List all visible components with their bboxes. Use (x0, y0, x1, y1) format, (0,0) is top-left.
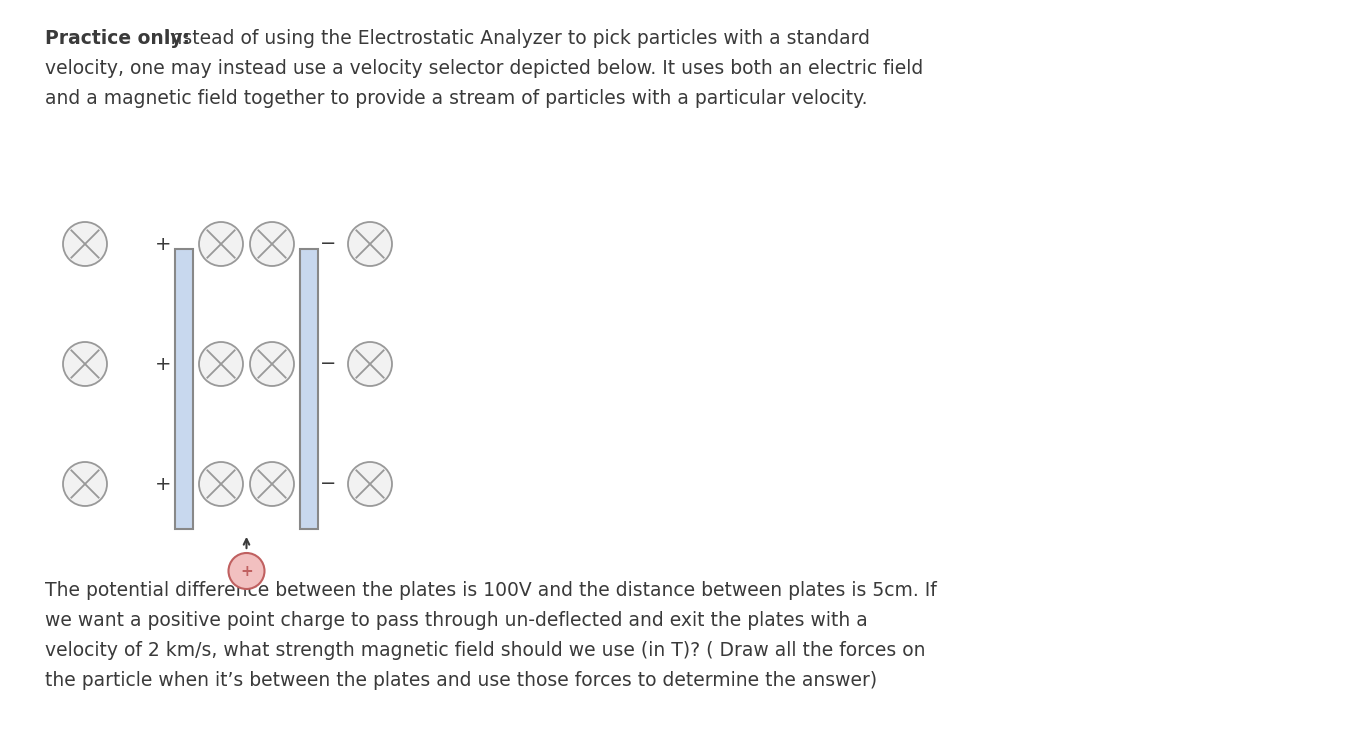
Circle shape (228, 553, 264, 589)
Text: Instead of using the Electrostatic Analyzer to pick particles with a standard: Instead of using the Electrostatic Analy… (152, 29, 870, 48)
Circle shape (250, 222, 294, 266)
Text: −: − (320, 354, 336, 374)
Text: −: − (320, 475, 336, 494)
Text: +: + (155, 354, 171, 374)
Text: velocity, one may instead use a velocity selector depicted below. It uses both a: velocity, one may instead use a velocity… (45, 59, 923, 78)
Circle shape (348, 222, 392, 266)
Circle shape (199, 342, 243, 386)
Bar (175, 249, 193, 529)
Text: +: + (155, 234, 171, 253)
Circle shape (199, 222, 243, 266)
Text: velocity of 2 km/s, what strength magnetic field should we use (in T)? ( Draw al: velocity of 2 km/s, what strength magnet… (45, 641, 926, 660)
Bar (301, 249, 318, 529)
Text: and a magnetic field together to provide a stream of particles with a particular: and a magnetic field together to provide… (45, 89, 868, 108)
Circle shape (250, 462, 294, 506)
Text: +: + (155, 475, 171, 494)
Circle shape (199, 462, 243, 506)
Circle shape (63, 462, 107, 506)
Text: +: + (241, 563, 253, 578)
Circle shape (348, 342, 392, 386)
Circle shape (250, 342, 294, 386)
Text: The potential difference between the plates is 100V and the distance between pla: The potential difference between the pla… (45, 581, 937, 600)
Circle shape (63, 342, 107, 386)
Text: the particle when it’s between the plates and use those forces to determine the : the particle when it’s between the plate… (45, 671, 877, 690)
Circle shape (348, 462, 392, 506)
Text: Practice only:: Practice only: (45, 29, 190, 48)
Circle shape (63, 222, 107, 266)
Text: −: − (320, 234, 336, 253)
Text: we want a positive point charge to pass through un-deflected and exit the plates: we want a positive point charge to pass … (45, 611, 868, 630)
